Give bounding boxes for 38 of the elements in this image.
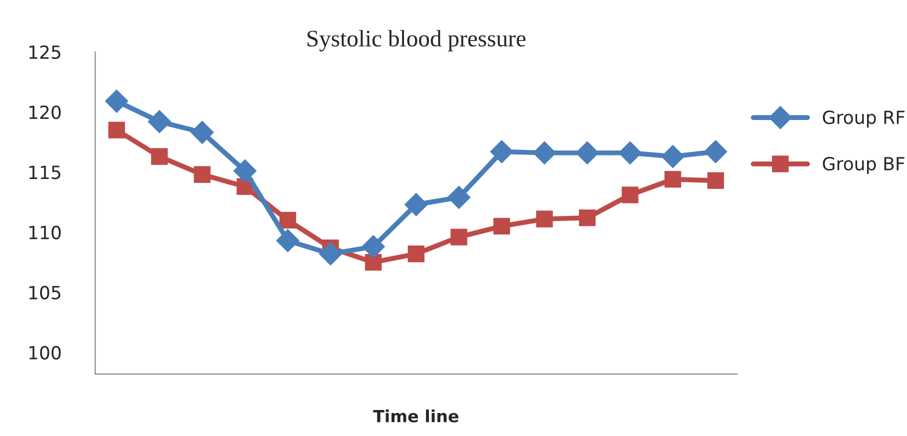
point: [490, 140, 514, 164]
point: [532, 141, 556, 164]
point: [536, 210, 553, 228]
x-axis-title: Time line: [373, 410, 458, 422]
y-tick-label: 110: [29, 226, 61, 240]
point: [319, 242, 342, 266]
y-tick-label: 105: [29, 286, 60, 300]
point: [151, 148, 168, 165]
legend-label: Group RF: [822, 110, 904, 128]
point: [105, 90, 128, 113]
point: [493, 218, 510, 235]
point: [362, 235, 385, 258]
point: [276, 229, 300, 252]
point: [108, 122, 125, 138]
y-tick-label: 120: [29, 105, 61, 120]
y-tick-label: 125: [29, 45, 60, 59]
point: [576, 141, 599, 164]
point: [618, 141, 642, 164]
point: [622, 186, 638, 204]
point: [190, 120, 214, 144]
point: [661, 144, 684, 168]
point: [707, 172, 724, 189]
point: [194, 166, 211, 183]
point: [279, 212, 296, 229]
point: [365, 254, 382, 271]
y-tick-label: 100: [29, 346, 61, 360]
point: [408, 246, 424, 262]
point: [447, 186, 470, 209]
point: [664, 170, 682, 188]
point: [578, 209, 596, 226]
chart-title: Systolic blood pressure: [308, 30, 526, 52]
y-tick-label: 115: [29, 166, 60, 180]
point: [450, 228, 468, 246]
legend-label: Group BF: [822, 156, 904, 174]
point: [148, 110, 171, 134]
point: [233, 159, 256, 182]
point: [704, 140, 728, 164]
point: [404, 193, 428, 216]
